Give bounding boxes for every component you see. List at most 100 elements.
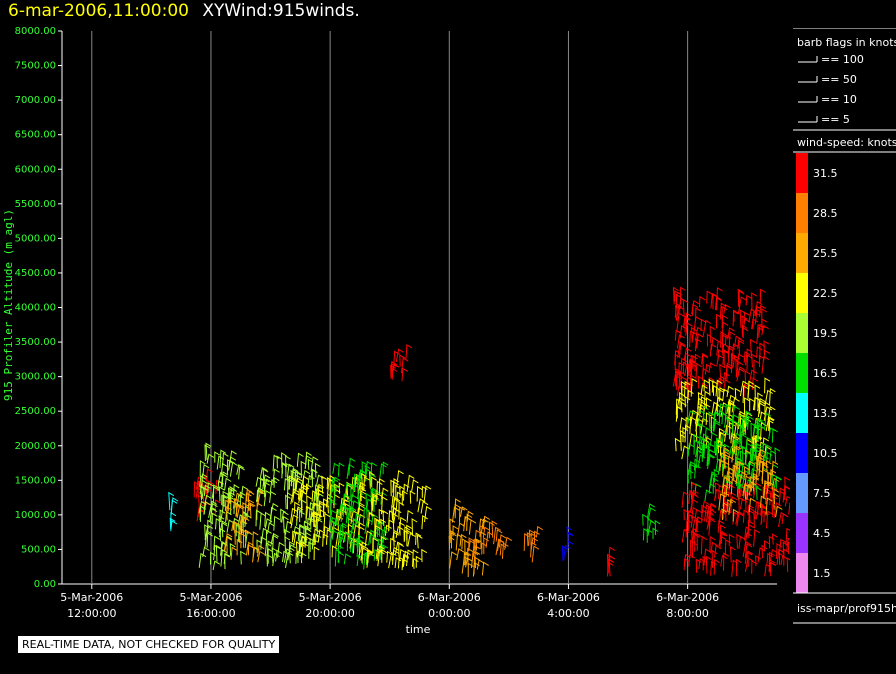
wind-barb [269, 502, 279, 520]
wind-barb [690, 482, 698, 496]
wind-barb [751, 292, 757, 311]
wind-barb [474, 545, 481, 560]
wind-barb [202, 463, 210, 476]
wind-barb [331, 545, 338, 558]
wind-barb [416, 485, 423, 502]
wind-barb [696, 533, 703, 551]
wind-barb [401, 490, 408, 506]
wind-barb [203, 484, 211, 496]
wind-barb [403, 529, 410, 542]
wind-barb [286, 463, 295, 481]
wind-barb [735, 558, 742, 577]
wind-barb [303, 520, 310, 536]
wind-barb [785, 527, 790, 546]
wind-barb [393, 531, 399, 547]
wind-barb [715, 379, 723, 397]
wind-barb [703, 379, 710, 392]
wind-barb [739, 471, 748, 484]
wind-barb [718, 409, 725, 424]
wind-barb [760, 495, 767, 508]
wind-barb [244, 529, 251, 542]
wind-barb [485, 531, 494, 548]
wind-barb [737, 288, 744, 308]
wind-barb [350, 494, 358, 508]
wind-barb [235, 504, 243, 517]
wind-barb [493, 526, 501, 545]
wind-barb [739, 410, 746, 429]
wind-barb [223, 494, 230, 507]
wind-barb [294, 477, 303, 493]
wind-barb [399, 485, 405, 498]
wind-barb [676, 406, 683, 419]
wind-barb [757, 397, 766, 412]
wind-barb [215, 517, 222, 530]
wind-barb [290, 514, 299, 529]
wind-barb [170, 520, 178, 532]
wind-barb [399, 548, 407, 561]
wind-barb [706, 333, 713, 347]
wind-barb [196, 507, 205, 522]
speed-color-scale: 31.5 28.5 25.5 22.5 19.5 16.5 13.5 10.5 7.5 4.5 1.… [796, 153, 838, 593]
wind-barb [386, 550, 393, 563]
wind-barb [734, 460, 743, 478]
wind-barb [768, 416, 774, 431]
wind-barb [652, 527, 659, 540]
wind-barb [689, 539, 696, 556]
wind-barb [694, 413, 703, 424]
wind-barb [706, 290, 713, 304]
wind-barb [749, 338, 756, 357]
wind-barb [310, 468, 318, 480]
wind-barb [393, 478, 400, 497]
wind-barb [766, 552, 774, 564]
wind-barb [334, 548, 342, 567]
wind-barb [272, 532, 279, 551]
wind-barb [720, 532, 728, 544]
wind-barb [482, 515, 490, 530]
wind-barb [771, 533, 778, 545]
wind-barb [376, 480, 383, 495]
wind-barb [495, 529, 503, 542]
wind-barb [700, 535, 708, 555]
x-tick-date: 5-Mar-2006 [299, 591, 362, 604]
wind-barb [708, 518, 716, 536]
wind-barb [200, 484, 207, 499]
wind-barb [723, 450, 730, 469]
wind-barb [360, 547, 369, 561]
wind-barb [204, 524, 210, 540]
wind-barb [738, 460, 745, 474]
wind-barb [705, 555, 712, 574]
wind-barb [730, 352, 737, 368]
wind-barb [290, 469, 297, 487]
wind-barb [718, 403, 727, 419]
wind-barb [220, 462, 228, 477]
wind-barb [743, 414, 750, 432]
wind-barb [694, 353, 701, 372]
wind-barb [749, 397, 755, 412]
wind-barb [756, 418, 764, 435]
wind-barb [695, 333, 704, 349]
wind-barb [388, 551, 397, 569]
wind-barb [313, 510, 320, 528]
wind-barb [755, 486, 762, 500]
wind-barb [738, 296, 747, 314]
y-tick-label: 7000.00 [15, 95, 56, 106]
wind-barb [771, 428, 779, 443]
wind-barb [202, 546, 210, 558]
y-tick-label: 3500.00 [15, 337, 56, 348]
speed-swatch [796, 393, 808, 433]
wind-barb [236, 504, 245, 518]
wind-barb [239, 519, 248, 535]
wind-barb [292, 491, 300, 503]
wind-barb [219, 509, 226, 521]
speed-label: 16.5 [813, 367, 838, 380]
wind-barb [203, 494, 212, 510]
wind-barb [736, 368, 745, 382]
wind-barb [759, 342, 766, 360]
wind-barb [326, 528, 333, 545]
wind-barb [199, 505, 206, 522]
wind-barb [764, 412, 772, 430]
wind-barb [701, 352, 708, 365]
wind-barb [416, 534, 423, 549]
wind-barb [337, 529, 346, 547]
wind-barb [699, 438, 708, 454]
